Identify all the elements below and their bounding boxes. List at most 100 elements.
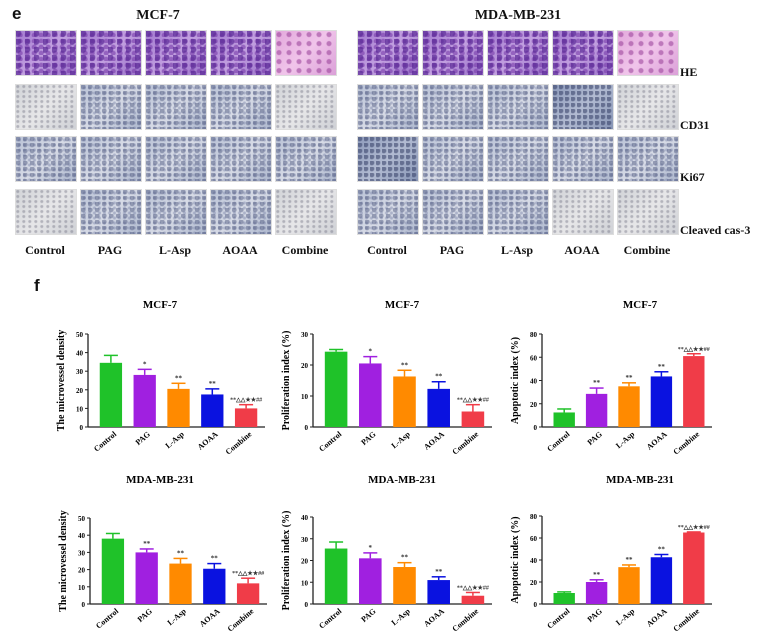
significance-label: ** [658, 363, 666, 371]
x-tick-label: AOAA [645, 429, 669, 451]
x-tick-label: Control [92, 429, 119, 453]
micrograph-mda-cd31-pag [422, 84, 484, 130]
micrograph-mcf7-he-l-asp [145, 30, 207, 76]
bar-aoaa [650, 376, 673, 427]
chart-3: MDA-MB-231 The microvessel density 0 10 20 30… [58, 474, 267, 634]
significance-label: ** [435, 568, 443, 576]
micrograph-mcf7-ki67-control [15, 136, 77, 182]
significance-label: ** [177, 549, 185, 557]
significance-label: ** [175, 374, 183, 382]
y-tick-label: 20 [301, 362, 309, 370]
bar-pag [359, 363, 382, 427]
micrograph-mcf7-ki67-l-asp [145, 136, 207, 182]
significance-label: ** [435, 373, 443, 381]
micrograph-mda-cd31-control [357, 84, 419, 130]
x-tick-label: PAG [586, 430, 604, 447]
chart-title: MCF-7 [143, 299, 178, 311]
micrograph-mda-he-control [357, 30, 419, 76]
micrograph-mda-cd31-l-asp [487, 84, 549, 130]
significance-label: ** [626, 374, 634, 382]
significance-label: * [369, 348, 373, 356]
column-label: L-Asp [500, 243, 534, 257]
micrograph-mda-ki67-control [357, 136, 419, 182]
x-tick-label: AOAA [645, 606, 669, 628]
bar-control [101, 538, 125, 604]
bar-l-asp [618, 567, 640, 604]
micrograph-mda-he-combine [617, 30, 679, 76]
significance-label: ** [593, 379, 601, 387]
x-tick-label: PAG [134, 430, 152, 447]
micrograph-mda-ki67-combine [617, 136, 679, 182]
micrograph-mda-ki67-pag [422, 136, 484, 182]
y-tick-label: 40 [530, 557, 538, 565]
y-tick-label: 80 [530, 513, 538, 521]
x-tick-label: Combine [224, 429, 254, 456]
y-tick-label: 0 [80, 424, 84, 432]
x-tick-label: L-Asp [390, 429, 413, 450]
significance-label: ** [626, 556, 634, 564]
y-tick-label: 0 [82, 601, 86, 609]
y-tick-label: 10 [76, 405, 84, 413]
y-tick-label: 10 [301, 393, 309, 401]
y-axis-label: Proliferation index (%) [281, 331, 292, 431]
significance-label: **△△★★## [232, 570, 264, 577]
bar-aoaa [650, 557, 673, 604]
y-tick-label: 50 [78, 515, 86, 523]
y-tick-label: 20 [301, 558, 309, 566]
panel-e-label: e [12, 4, 22, 23]
mcf7-group-title: MCF-7 [136, 8, 180, 23]
x-tick-label: PAG [586, 607, 604, 624]
bar-pag [135, 552, 158, 604]
micrograph-mcf7-cd31-aoaa [210, 84, 272, 130]
micrograph-mcf7-cleaved-cas-3-l-asp [145, 189, 207, 235]
micrograph-mda-cd31-combine [617, 84, 679, 130]
column-label: Combine [623, 243, 671, 257]
micrograph-mcf7-he-aoaa [210, 30, 272, 76]
x-tick-label: Combine [451, 606, 481, 633]
bar-control [99, 362, 123, 427]
column-label: AOAA [564, 243, 600, 257]
x-tick-label: Combine [451, 429, 481, 456]
x-tick-label: AOAA [196, 429, 220, 451]
chart-title: MCF-7 [385, 299, 420, 311]
x-tick-label: Combine [226, 606, 256, 633]
bar-aoaa [203, 568, 226, 604]
bar-l-asp [167, 388, 190, 427]
bar-l-asp [393, 376, 416, 427]
y-tick-label: 60 [530, 535, 538, 543]
bar-control [324, 351, 348, 427]
bar-control [553, 412, 575, 427]
micrograph-mcf7-cleaved-cas-3-aoaa [210, 189, 272, 235]
x-tick-label: AOAA [198, 606, 222, 628]
bar-aoaa [427, 388, 450, 427]
y-tick-label: 0 [534, 424, 538, 432]
micrograph-mda-cleaved-cas-3-l-asp [487, 189, 549, 235]
significance-label: **△△★★## [678, 346, 710, 353]
x-tick-label: Control [317, 429, 344, 453]
chart-2: MCF-7 Apoptotic index (%) 0 20 40 60 80 Control… [510, 299, 712, 457]
x-tick-label: Control [545, 606, 572, 630]
significance-label: **△△★★## [457, 397, 489, 404]
x-tick-label: AOAA [422, 606, 446, 628]
y-tick-label: 30 [301, 331, 309, 339]
x-tick-label: L-Asp [614, 606, 637, 627]
bar-pag [585, 582, 608, 604]
micrograph-mcf7-cd31-l-asp [145, 84, 207, 130]
y-tick-label: 30 [76, 368, 84, 376]
y-tick-label: 20 [78, 567, 86, 575]
y-tick-label: 0 [534, 601, 538, 609]
column-label: Control [25, 243, 65, 257]
row-label: CD31 [680, 118, 710, 132]
micrograph-mcf7-cleaved-cas-3-control [15, 189, 77, 235]
bar-l-asp [393, 567, 416, 604]
significance-label: ** [658, 546, 666, 554]
micrograph-mda-cleaved-cas-3-control [357, 189, 419, 235]
micrograph-mcf7-ki67-pag [80, 136, 142, 182]
bar-l-asp [169, 563, 192, 604]
column-label: PAG [439, 243, 465, 257]
micrograph-mcf7-cd31-control [15, 84, 77, 130]
micrograph-mda-ki67-l-asp [487, 136, 549, 182]
y-tick-label: 10 [78, 584, 86, 592]
micrograph-mda-ki67-aoaa [552, 136, 614, 182]
micrograph-mda-cleaved-cas-3-pag [422, 189, 484, 235]
